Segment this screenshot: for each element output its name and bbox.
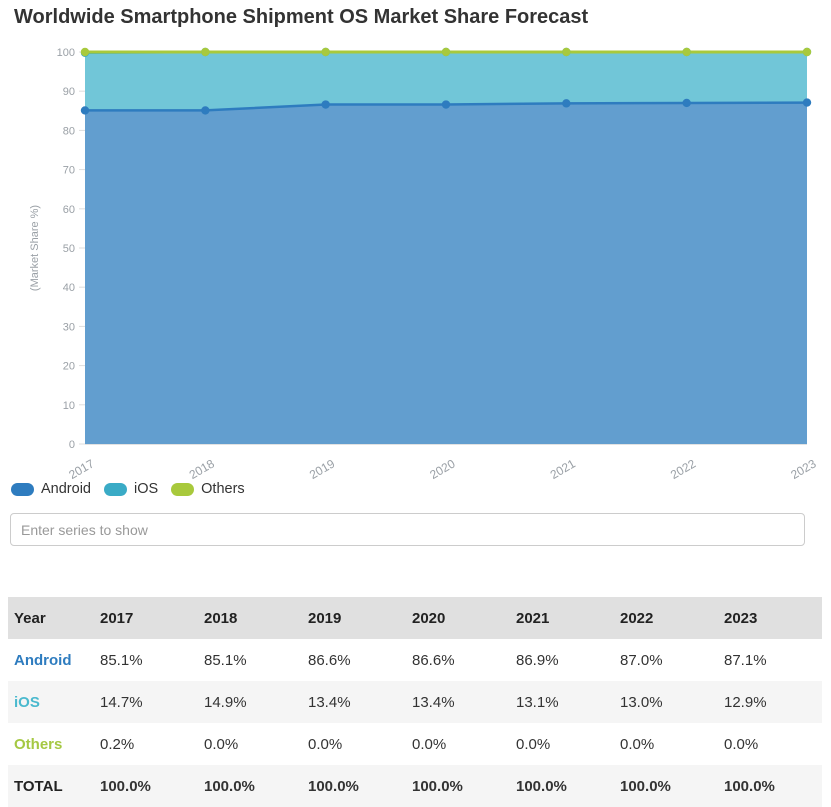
chart-canvas: 0 10 20 30 40 50 60 70 80 90 100 (Market Share %) 20… [29, 47, 819, 480]
y-axis-tick-label: 70 [63, 165, 75, 177]
row-label-others: Others [14, 735, 63, 753]
cell-total-2020: 100.0% [412, 777, 463, 795]
marker-Android-2023[interactable] [802, 98, 812, 107]
market-share-area-chart: 0 10 20 30 40 50 60 70 80 90 100 (Market Share %) 20… [0, 40, 831, 480]
y-axis-tick-label: 10 [63, 400, 75, 412]
marker-Android-2019[interactable] [321, 100, 330, 109]
x-axis-label-2018: 2018 [187, 456, 217, 480]
cell-android-2023: 87.1% [724, 651, 767, 669]
marker-Others-2020[interactable] [441, 47, 451, 57]
legend-swatch-others [171, 482, 195, 496]
page-title: Worldwide Smartphone Shipment OS Market … [14, 6, 589, 28]
cell-others-2018: 0.0% [204, 735, 239, 753]
cell-total-2023: 100.0% [724, 777, 775, 795]
x-axis-label-2019: 2019 [307, 456, 337, 480]
cell-total-2017: 100.0% [100, 777, 151, 795]
y-axis-tick-label: 80 [63, 125, 75, 137]
y-axis-tick-label: 0 [69, 439, 75, 451]
table-row-ios: iOS 14.7% 14.9% 13.4% 13.4% 13.1% 13.0% 12.9% [8, 681, 822, 723]
table-header-2020: 2020 [412, 609, 446, 627]
market-share-table: Year 2017 2018 2019 2020 2021 2022 2023 Android… [8, 597, 822, 807]
table-header-year: Year [14, 609, 46, 627]
cell-total-2022: 100.0% [620, 777, 671, 795]
cell-ios-2021: 13.1% [516, 693, 559, 711]
table-header-2022: 2022 [620, 609, 654, 627]
cell-ios-2019: 13.4% [308, 693, 351, 711]
cell-others-2017: 0.2% [100, 735, 135, 753]
cell-total-2019: 100.0% [308, 777, 359, 795]
x-axis-label-2017: 2017 [66, 456, 96, 480]
marker-Others-2018[interactable] [201, 47, 210, 57]
cell-android-2017: 85.1% [100, 651, 143, 669]
y-axis-tick-label: 30 [63, 321, 75, 333]
table-header-row: Year 2017 2018 2019 2020 2021 2022 2023 [8, 597, 822, 639]
table-header-2018: 2018 [204, 609, 238, 627]
series-filter-input[interactable] [10, 513, 805, 546]
cell-others-2021: 0.0% [516, 735, 551, 753]
x-axis-label-2021: 2021 [548, 456, 578, 480]
area-iOS [85, 52, 807, 111]
y-axis-tick-label: 50 [63, 243, 75, 255]
y-axis-title: (Market Share %) [29, 205, 41, 291]
cell-android-2019: 86.6% [308, 651, 351, 669]
x-axis-label-2022: 2022 [668, 456, 698, 480]
marker-Others-2021[interactable] [562, 47, 571, 57]
marker-Android-2021[interactable] [562, 99, 571, 108]
cell-ios-2023: 12.9% [724, 693, 767, 711]
marker-Android-2022[interactable] [682, 98, 691, 108]
cell-android-2018: 85.1% [204, 651, 247, 669]
table-header-2019: 2019 [308, 609, 342, 627]
row-label-ios: iOS [14, 693, 40, 711]
area-Android [85, 102, 807, 445]
marker-Others-2022[interactable] [682, 47, 691, 57]
y-axis-tick-label: 90 [63, 86, 75, 98]
table-body: Android 85.1% 85.1% 86.6% 86.6% 86.9% 87.0% 87.… [8, 639, 822, 807]
y-axis-tick-label: 40 [63, 282, 75, 294]
marker-Android-2020[interactable] [441, 100, 451, 109]
table-header-2017: 2017 [100, 609, 134, 627]
y-axis-tick-label: 60 [63, 204, 75, 216]
legend-item-ios[interactable]: iOS [103, 481, 159, 497]
cell-others-2020: 0.0% [412, 735, 447, 753]
cell-others-2023: 0.0% [724, 735, 759, 753]
table-row-android: Android 85.1% 85.1% 86.6% 86.6% 86.9% 87.0% 87.… [8, 639, 822, 681]
legend-item-android[interactable]: Android [11, 481, 91, 497]
row-label-android: Android [14, 651, 72, 669]
cell-ios-2022: 13.0% [620, 693, 663, 711]
cell-total-2021: 100.0% [516, 777, 567, 795]
cell-ios-2018: 14.9% [204, 693, 247, 711]
marker-Others-2019[interactable] [321, 47, 330, 57]
y-axis-tick-label: 100 [57, 47, 75, 59]
cell-others-2019: 0.0% [308, 735, 343, 753]
table-header-2021: 2021 [516, 609, 550, 627]
table-head: Year 2017 2018 2019 2020 2021 2022 2023 [8, 597, 822, 639]
legend-item-others[interactable]: Others [171, 481, 245, 497]
legend-swatch-android [11, 482, 34, 496]
legend-label: Android [41, 481, 91, 497]
cell-android-2021: 86.9% [516, 651, 559, 669]
x-axis-label-2023: 2023 [788, 456, 818, 480]
cell-ios-2017: 14.7% [100, 693, 143, 711]
cell-ios-2020: 13.4% [412, 693, 455, 711]
cell-android-2022: 87.0% [620, 651, 663, 669]
marker-Android-2018[interactable] [201, 106, 210, 115]
cell-total-2018: 100.0% [204, 777, 255, 795]
chart-legend: Android iOS Others [11, 481, 258, 497]
row-label-total: TOTAL [14, 777, 63, 795]
marker-Others-2017[interactable] [80, 47, 90, 57]
cell-others-2022: 0.0% [620, 735, 655, 753]
table-header-2023: 2023 [724, 609, 758, 627]
y-axis-tick-label: 20 [63, 361, 75, 373]
marker-Others-2023[interactable] [802, 47, 812, 57]
cell-android-2020: 86.6% [412, 651, 455, 669]
legend-label: iOS [133, 481, 159, 497]
table-row-total: TOTAL 100.0% 100.0% 100.0% 100.0% 100.0% 100.0… [8, 765, 822, 807]
x-axis-label-2020: 2020 [427, 456, 457, 480]
legend-label: Others [201, 481, 245, 497]
legend-swatch-ios [103, 482, 127, 496]
marker-Android-2017[interactable] [80, 106, 90, 115]
table-row-others: Others 0.2% 0.0% 0.0% 0.0% 0.0% 0.0% 0.0% [8, 723, 822, 765]
